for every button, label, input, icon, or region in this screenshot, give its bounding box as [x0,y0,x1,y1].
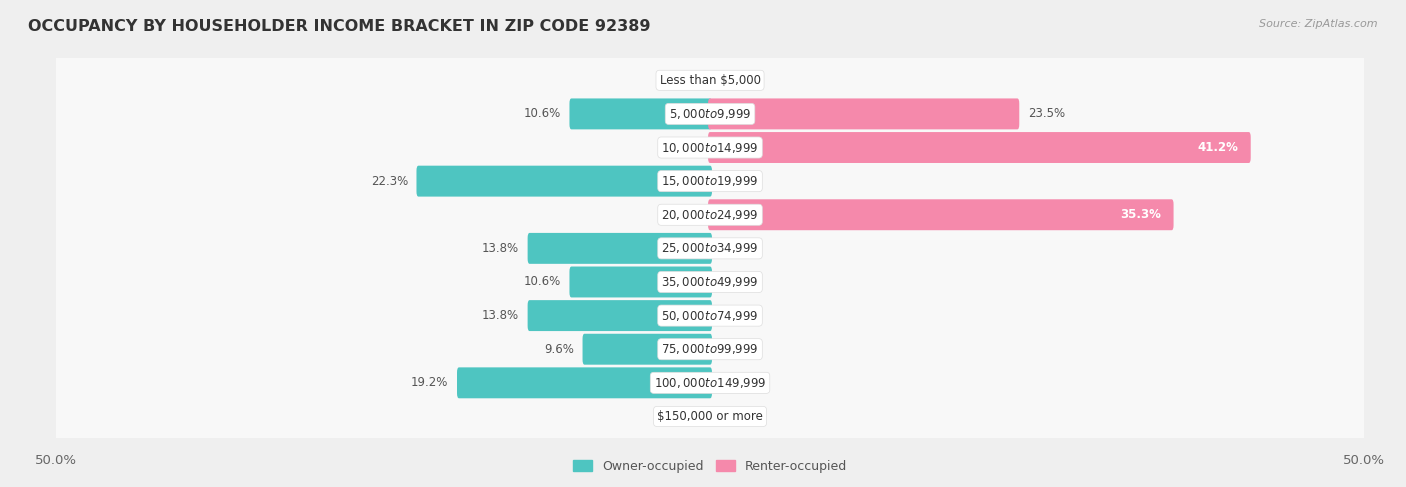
Text: 0.0%: 0.0% [720,74,751,87]
FancyBboxPatch shape [46,123,1374,172]
Text: 41.2%: 41.2% [1198,141,1239,154]
Text: $50,000 to $74,999: $50,000 to $74,999 [661,309,759,322]
Text: OCCUPANCY BY HOUSEHOLDER INCOME BRACKET IN ZIP CODE 92389: OCCUPANCY BY HOUSEHOLDER INCOME BRACKET … [28,19,651,35]
FancyBboxPatch shape [582,334,711,365]
Text: 0.0%: 0.0% [720,309,751,322]
FancyBboxPatch shape [46,392,1374,441]
Text: 0.0%: 0.0% [720,376,751,389]
Text: 13.8%: 13.8% [482,242,519,255]
Text: 10.6%: 10.6% [523,276,561,288]
FancyBboxPatch shape [48,122,1374,173]
FancyBboxPatch shape [48,223,1374,274]
FancyBboxPatch shape [46,190,1374,240]
Text: 35.3%: 35.3% [1121,208,1161,221]
Text: 0.0%: 0.0% [720,410,751,423]
FancyBboxPatch shape [46,324,1374,374]
FancyBboxPatch shape [48,189,1374,240]
FancyBboxPatch shape [709,199,1174,230]
Legend: Owner-occupied, Renter-occupied: Owner-occupied, Renter-occupied [568,455,852,478]
FancyBboxPatch shape [48,357,1374,409]
Text: 9.6%: 9.6% [544,343,574,356]
Text: 0.0%: 0.0% [669,74,700,87]
FancyBboxPatch shape [527,300,711,331]
Text: 19.2%: 19.2% [411,376,449,389]
FancyBboxPatch shape [46,257,1374,307]
FancyBboxPatch shape [46,224,1374,273]
Text: Source: ZipAtlas.com: Source: ZipAtlas.com [1260,19,1378,30]
Text: $75,000 to $99,999: $75,000 to $99,999 [661,342,759,356]
Text: $15,000 to $19,999: $15,000 to $19,999 [661,174,759,188]
Text: 0.0%: 0.0% [720,343,751,356]
FancyBboxPatch shape [46,291,1374,340]
FancyBboxPatch shape [709,132,1251,163]
Text: 0.0%: 0.0% [720,175,751,187]
FancyBboxPatch shape [48,155,1374,206]
FancyBboxPatch shape [416,166,711,197]
FancyBboxPatch shape [48,55,1374,106]
Text: 0.0%: 0.0% [720,276,751,288]
Text: 0.0%: 0.0% [669,208,700,221]
Text: $5,000 to $9,999: $5,000 to $9,999 [669,107,751,121]
Text: Less than $5,000: Less than $5,000 [659,74,761,87]
Text: 0.0%: 0.0% [669,141,700,154]
Text: 13.8%: 13.8% [482,309,519,322]
FancyBboxPatch shape [48,290,1374,341]
FancyBboxPatch shape [46,89,1374,139]
FancyBboxPatch shape [46,56,1374,105]
FancyBboxPatch shape [457,367,711,398]
FancyBboxPatch shape [48,88,1374,139]
FancyBboxPatch shape [48,324,1374,375]
Text: $10,000 to $14,999: $10,000 to $14,999 [661,141,759,154]
FancyBboxPatch shape [527,233,711,264]
Text: $100,000 to $149,999: $100,000 to $149,999 [654,376,766,390]
Text: 23.5%: 23.5% [1028,108,1064,120]
FancyBboxPatch shape [46,358,1374,408]
Text: $35,000 to $49,999: $35,000 to $49,999 [661,275,759,289]
FancyBboxPatch shape [46,156,1374,206]
FancyBboxPatch shape [709,98,1019,130]
FancyBboxPatch shape [48,391,1374,442]
Text: $150,000 or more: $150,000 or more [657,410,763,423]
FancyBboxPatch shape [569,266,711,298]
Text: 0.0%: 0.0% [669,410,700,423]
FancyBboxPatch shape [569,98,711,130]
Text: 0.0%: 0.0% [720,242,751,255]
Text: 22.3%: 22.3% [371,175,408,187]
Text: $25,000 to $34,999: $25,000 to $34,999 [661,242,759,255]
Text: 10.6%: 10.6% [523,108,561,120]
FancyBboxPatch shape [48,257,1374,307]
Text: $20,000 to $24,999: $20,000 to $24,999 [661,208,759,222]
